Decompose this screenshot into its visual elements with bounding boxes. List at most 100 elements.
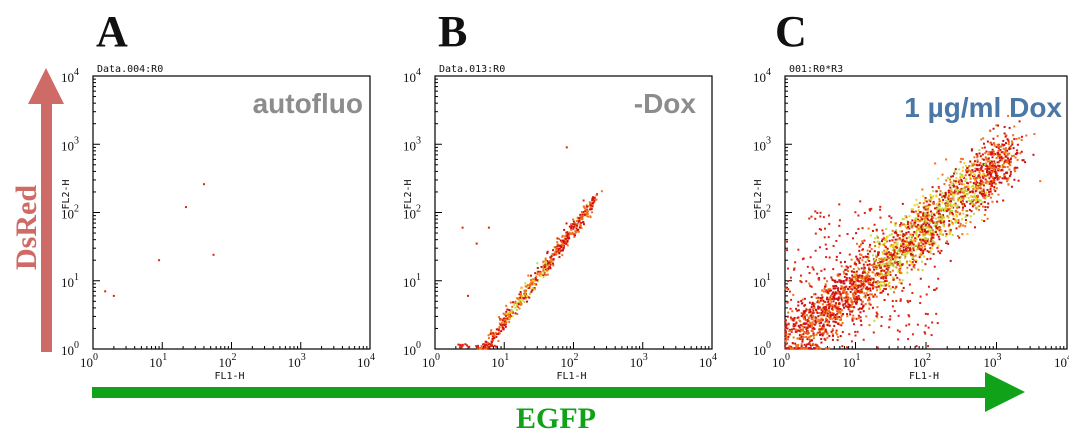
data-point <box>888 234 891 237</box>
data-point <box>940 208 943 211</box>
data-point <box>591 211 594 214</box>
data-point <box>495 333 498 336</box>
data-point <box>930 234 933 237</box>
data-point <box>525 295 528 298</box>
data-point <box>544 257 547 260</box>
data-point <box>465 344 468 347</box>
data-point <box>942 223 945 226</box>
data-point <box>957 221 960 224</box>
data-point <box>795 344 798 347</box>
data-point <box>979 178 982 181</box>
data-point <box>867 297 870 300</box>
data-point <box>964 194 967 197</box>
data-point <box>592 196 595 199</box>
data-point <box>965 169 968 172</box>
data-point <box>831 307 834 310</box>
data-point <box>916 323 919 326</box>
data-point <box>820 297 823 300</box>
data-point <box>526 286 529 289</box>
data-point <box>924 220 927 223</box>
data-point <box>920 260 923 263</box>
data-point <box>929 230 932 233</box>
data-point <box>819 297 822 300</box>
data-point <box>909 239 912 242</box>
data-point <box>955 215 958 218</box>
data-point <box>824 283 827 286</box>
data-point <box>803 330 806 333</box>
data-point <box>949 193 952 196</box>
data-point <box>790 328 793 331</box>
data-point <box>992 168 995 171</box>
data-point <box>873 260 876 263</box>
data-point <box>859 243 862 246</box>
data-point <box>829 294 832 297</box>
data-point <box>900 243 903 246</box>
data-point <box>932 200 935 203</box>
y-tick-label: 101 <box>403 272 421 290</box>
data-point <box>884 257 887 260</box>
data-point <box>951 206 954 209</box>
data-point <box>981 169 984 172</box>
data-point <box>917 213 920 216</box>
data-point <box>900 282 903 285</box>
data-point <box>540 272 543 275</box>
data-point <box>823 309 826 312</box>
data-point <box>997 168 1000 171</box>
data-point <box>929 243 932 246</box>
data-point <box>971 205 974 208</box>
data-point <box>854 271 857 274</box>
data-point <box>799 324 802 327</box>
data-point <box>873 259 876 262</box>
data-point <box>1004 165 1007 168</box>
data-point <box>952 184 955 187</box>
data-point <box>805 322 808 325</box>
data-point <box>489 344 492 347</box>
data-point <box>930 334 933 337</box>
data-point <box>826 291 829 294</box>
data-point <box>945 208 948 211</box>
data-point <box>978 171 981 174</box>
data-point <box>508 311 511 314</box>
data-point <box>954 205 957 208</box>
data-point <box>566 236 569 239</box>
data-point <box>841 300 844 303</box>
dsred-arrow-shaft <box>41 100 52 352</box>
y-tick-label: 101 <box>61 272 79 290</box>
data-point <box>802 257 805 260</box>
data-point <box>810 314 813 317</box>
data-point <box>935 221 938 224</box>
data-point <box>479 347 482 350</box>
data-point <box>954 185 957 188</box>
data-point <box>894 258 897 261</box>
x-tick-exponent: 2 <box>232 352 237 363</box>
data-point <box>864 272 867 275</box>
outlier-point <box>582 199 585 202</box>
data-point <box>844 305 847 308</box>
data-point <box>974 195 977 198</box>
data-point <box>529 279 532 282</box>
data-point <box>930 217 933 220</box>
data-point <box>847 297 850 300</box>
data-point <box>826 280 829 283</box>
data-point <box>943 209 946 212</box>
data-point <box>894 274 897 277</box>
data-point <box>887 253 890 256</box>
data-point <box>843 260 846 263</box>
data-point <box>561 245 564 248</box>
data-point <box>834 291 837 294</box>
data-point <box>486 344 489 347</box>
data-point <box>896 249 899 252</box>
data-point <box>787 311 790 314</box>
data-point <box>949 186 952 189</box>
data-point <box>998 145 1001 148</box>
y-tick-exponent: 2 <box>74 204 79 215</box>
data-point <box>989 151 992 154</box>
data-point <box>945 203 948 206</box>
data-point <box>518 300 521 303</box>
data-point <box>852 282 855 285</box>
data-point <box>580 221 583 224</box>
data-point <box>1039 180 1042 183</box>
data-point <box>883 249 886 252</box>
data-point <box>869 287 872 290</box>
data-point <box>888 262 891 265</box>
